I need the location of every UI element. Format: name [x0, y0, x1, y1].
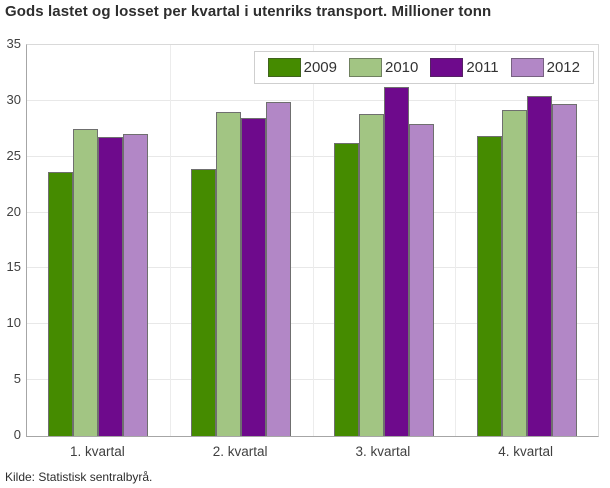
bar-2011-q4[interactable] — [526, 96, 552, 436]
bar-2012-q2[interactable] — [266, 101, 292, 436]
legend-label: 2009 — [303, 59, 337, 76]
x-axis-label: 1. kvartal — [69, 444, 125, 459]
y-axis-tick-label: 20 — [6, 203, 21, 219]
bar-group-q1 — [27, 128, 170, 436]
bar-2012-q4[interactable] — [551, 104, 577, 436]
y-axis-tick-label: 0 — [13, 427, 21, 442]
legend-swatch — [510, 58, 544, 77]
y-axis-tick-label: 5 — [13, 371, 21, 387]
bar-2012-q3[interactable] — [408, 124, 434, 436]
legend-item-2010[interactable]: 2010 — [348, 58, 419, 77]
gridline-vertical — [455, 45, 457, 436]
bar-2010-q1[interactable] — [73, 128, 99, 436]
y-axis-tick-label: 35 — [6, 36, 21, 51]
bar-2012-q1[interactable] — [123, 134, 149, 436]
bar-2011-q2[interactable] — [241, 117, 267, 436]
legend: 2009 2010 2011 2012 — [253, 51, 594, 84]
chart-title: Gods lastet og losset per kvartal i uten… — [5, 3, 492, 20]
legend-label: 2010 — [384, 59, 419, 76]
bar-2010-q3[interactable] — [358, 114, 384, 436]
y-axis-tick-label: 10 — [6, 315, 21, 331]
legend-swatch — [267, 58, 301, 77]
legend-label: 2011 — [466, 59, 499, 76]
bar-2009-q2[interactable] — [191, 169, 217, 436]
x-axis-label: 2. kvartal — [212, 444, 268, 459]
y-axis-tick-label: 15 — [6, 259, 21, 275]
x-axis-label: 4. kvartal — [498, 444, 554, 459]
bar-group-q2 — [170, 101, 313, 436]
bar-2009-q3[interactable] — [333, 143, 359, 436]
legend-item-2011[interactable]: 2011 — [430, 58, 499, 77]
legend-item-2009[interactable]: 2009 — [267, 58, 337, 77]
legend-swatch — [430, 58, 464, 77]
bar-group-q3 — [313, 87, 456, 436]
plot-area — [26, 44, 599, 437]
y-axis-tick-label: 30 — [6, 91, 21, 107]
gridline-vertical — [169, 45, 171, 436]
source-note: Kilde: Statistisk sentralbyrå. — [5, 470, 153, 484]
legend-label: 2012 — [546, 59, 580, 76]
bar-2009-q1[interactable] — [48, 172, 74, 436]
gridline-vertical — [312, 45, 314, 436]
bar-2009-q4[interactable] — [476, 135, 502, 436]
legend-item-2012[interactable]: 2012 — [510, 58, 580, 77]
y-axis-tick-label: 25 — [6, 147, 21, 163]
legend-swatch — [348, 58, 382, 77]
bar-2011-q1[interactable] — [98, 136, 124, 436]
bar-2011-q3[interactable] — [383, 87, 409, 436]
bar-group-q4 — [455, 96, 598, 436]
bar-2010-q4[interactable] — [501, 109, 527, 436]
x-axis-label: 3. kvartal — [355, 444, 411, 459]
bar-2010-q2[interactable] — [216, 112, 242, 436]
